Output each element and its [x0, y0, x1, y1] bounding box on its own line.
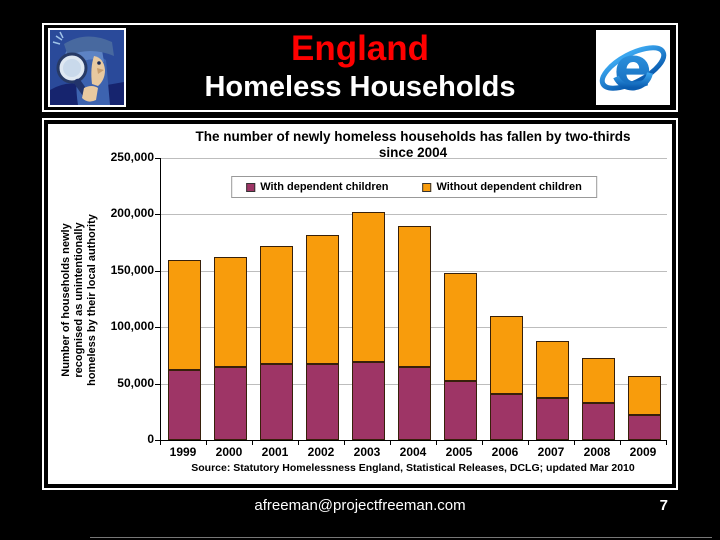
x-tick-mark [436, 441, 437, 445]
x-tick-mark [206, 441, 207, 445]
x-tick-label: 2000 [215, 445, 243, 459]
y-tick-label: 100,000 [110, 319, 154, 334]
page-number: 7 [659, 497, 668, 514]
x-tick-label: 2001 [261, 445, 289, 459]
y-tick-mark [155, 440, 160, 441]
detective-magnifier-icon [48, 28, 126, 107]
x-tick-mark [298, 441, 299, 445]
chart-title-line-1: The number of newly homeless households … [195, 129, 631, 144]
y-tick-label: 0 [147, 432, 154, 446]
bar-2003-without-children [351, 212, 385, 363]
gridline [161, 214, 667, 216]
x-tick-mark [620, 441, 621, 445]
y-tick-mark [155, 158, 160, 159]
detective-magnifier-image [50, 30, 124, 105]
x-tick-label: 2007 [537, 445, 565, 459]
bar-2002-with-children [305, 364, 339, 440]
header-subtitle: Homeless Households [204, 71, 516, 103]
internet-explorer-icon: e [594, 28, 672, 107]
chart-legend: With dependent children Without dependen… [231, 176, 597, 198]
legend-swatch-without-children [422, 182, 432, 192]
x-tick-label: 2003 [353, 445, 381, 459]
bar-2000-with-children [213, 366, 247, 440]
bar-2002-without-children [305, 234, 339, 365]
x-tick-label: 2002 [307, 445, 335, 459]
header-banner: England Homeless Households e [42, 23, 678, 112]
y-axis-title-line-3: homeless by their local authority [86, 214, 98, 386]
bar-1999-without-children [167, 259, 201, 371]
plot-area: With dependent children Without dependen… [160, 158, 667, 441]
y-tick-label: 150,000 [110, 262, 154, 277]
bar-2000-without-children [213, 257, 247, 367]
bar-2005-with-children [443, 381, 477, 440]
x-tick-mark [390, 441, 391, 445]
x-tick-label: 2008 [583, 445, 611, 459]
bar-1999-with-children [167, 370, 201, 440]
chart-source: Source: Statutory Homelessness England, … [191, 462, 635, 474]
bar-2006-with-children [489, 393, 523, 440]
bar-2003-with-children [351, 362, 385, 440]
x-tick-mark [574, 441, 575, 445]
legend-label-without-children: Without dependent children [436, 181, 582, 193]
legend-item-without-children: Without dependent children [422, 181, 582, 193]
y-axis-title-line-1: Number of households newly [60, 223, 72, 377]
legend-label-with-children: With dependent children [260, 181, 389, 193]
y-tick-mark [155, 327, 160, 329]
y-axis-title-line-2: recognised as unintentionally [73, 222, 85, 378]
x-tick-mark [160, 441, 161, 445]
content-panel: The number of newly homeless households … [42, 118, 678, 490]
header-title: England [290, 29, 430, 68]
x-tick-mark [344, 441, 345, 445]
y-tick-label: 50,000 [117, 375, 154, 390]
legend-item-with-children: With dependent children [246, 181, 388, 193]
x-tick-mark [252, 441, 253, 445]
bar-2009-without-children [627, 375, 661, 416]
footer-email: afreeman@projectfreeman.com [254, 497, 466, 514]
bar-2009-with-children [627, 415, 661, 440]
x-tick-label: 2006 [491, 445, 519, 459]
svg-text:e: e [614, 36, 652, 101]
x-tick-label: 2009 [629, 445, 657, 459]
y-tick-mark [155, 270, 160, 272]
x-tick-mark [528, 441, 529, 445]
y-axis-title: Number of households newly recognised as… [60, 150, 100, 450]
legend-swatch-with-children [246, 182, 256, 192]
bar-2004-with-children [397, 366, 431, 440]
x-tick-mark [482, 441, 483, 445]
chart-title-line-2: since 2004 [378, 145, 448, 160]
x-tick-label: 2004 [399, 445, 427, 459]
slide-bottom-edge-line [90, 537, 712, 538]
bar-2006-without-children [489, 315, 523, 394]
x-tick-label: 1999 [169, 445, 197, 459]
y-tick-mark [155, 383, 160, 385]
bar-2007-with-children [535, 398, 569, 440]
chart-surface: The number of newly homeless households … [48, 124, 672, 484]
bar-2005-without-children [443, 273, 477, 382]
y-tick-mark [155, 214, 160, 216]
internet-explorer-image: e [596, 30, 670, 105]
y-tick-label: 200,000 [110, 206, 154, 221]
gridline [161, 158, 667, 159]
y-tick-label: 250,000 [110, 150, 154, 164]
bar-2007-without-children [535, 340, 569, 399]
bar-2001-without-children [259, 246, 293, 365]
x-tick-mark [666, 441, 667, 445]
chart-title: The number of newly homeless households … [158, 129, 668, 161]
bar-2008-with-children [581, 402, 615, 440]
bar-2001-with-children [259, 364, 293, 440]
bar-2008-without-children [581, 357, 615, 403]
x-tick-label: 2005 [445, 445, 473, 459]
bar-2004-without-children [397, 225, 431, 367]
